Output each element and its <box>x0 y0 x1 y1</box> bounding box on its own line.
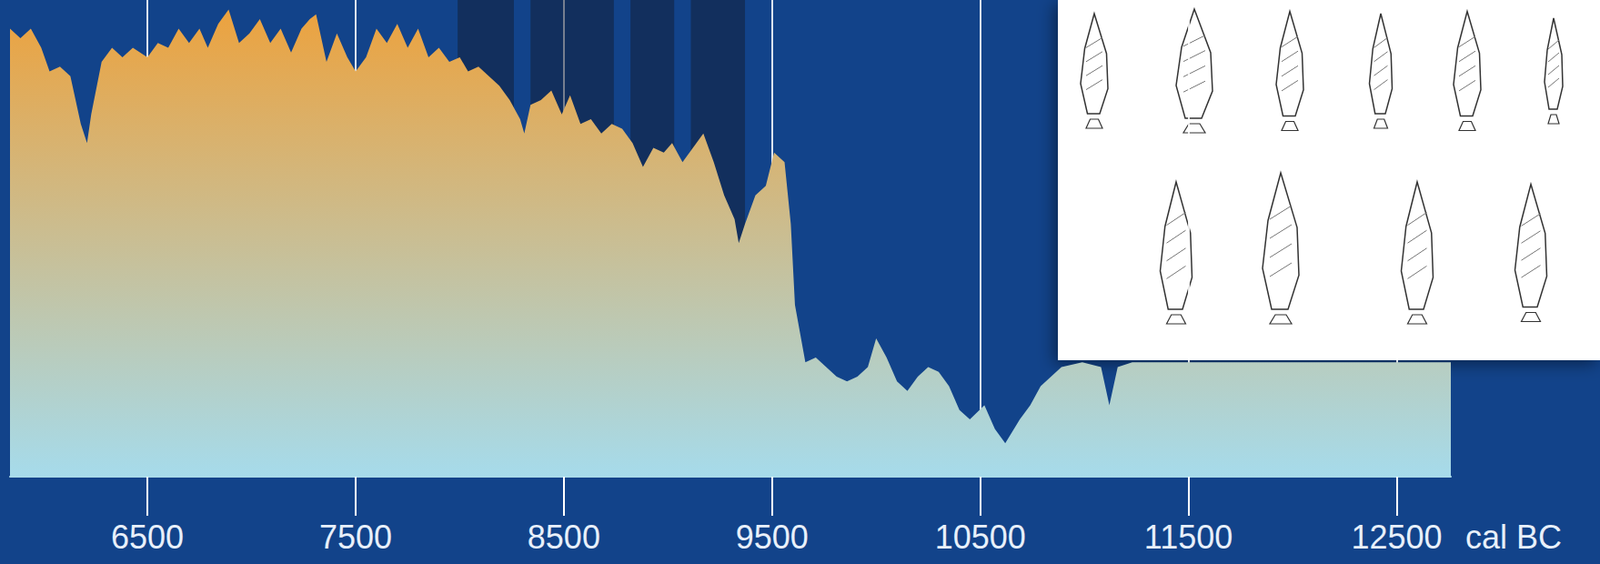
svg-text:7500: 7500 <box>319 518 393 556</box>
svg-text:6500: 6500 <box>110 518 184 556</box>
svg-text:9500: 9500 <box>735 518 809 556</box>
svg-text:12500: 12500 <box>1350 518 1442 556</box>
svg-text:8500: 8500 <box>527 518 601 556</box>
svg-text:cal BC: cal BC <box>1465 518 1562 556</box>
svg-text:11500: 11500 <box>1144 518 1233 556</box>
svg-text:10500: 10500 <box>935 518 1027 556</box>
